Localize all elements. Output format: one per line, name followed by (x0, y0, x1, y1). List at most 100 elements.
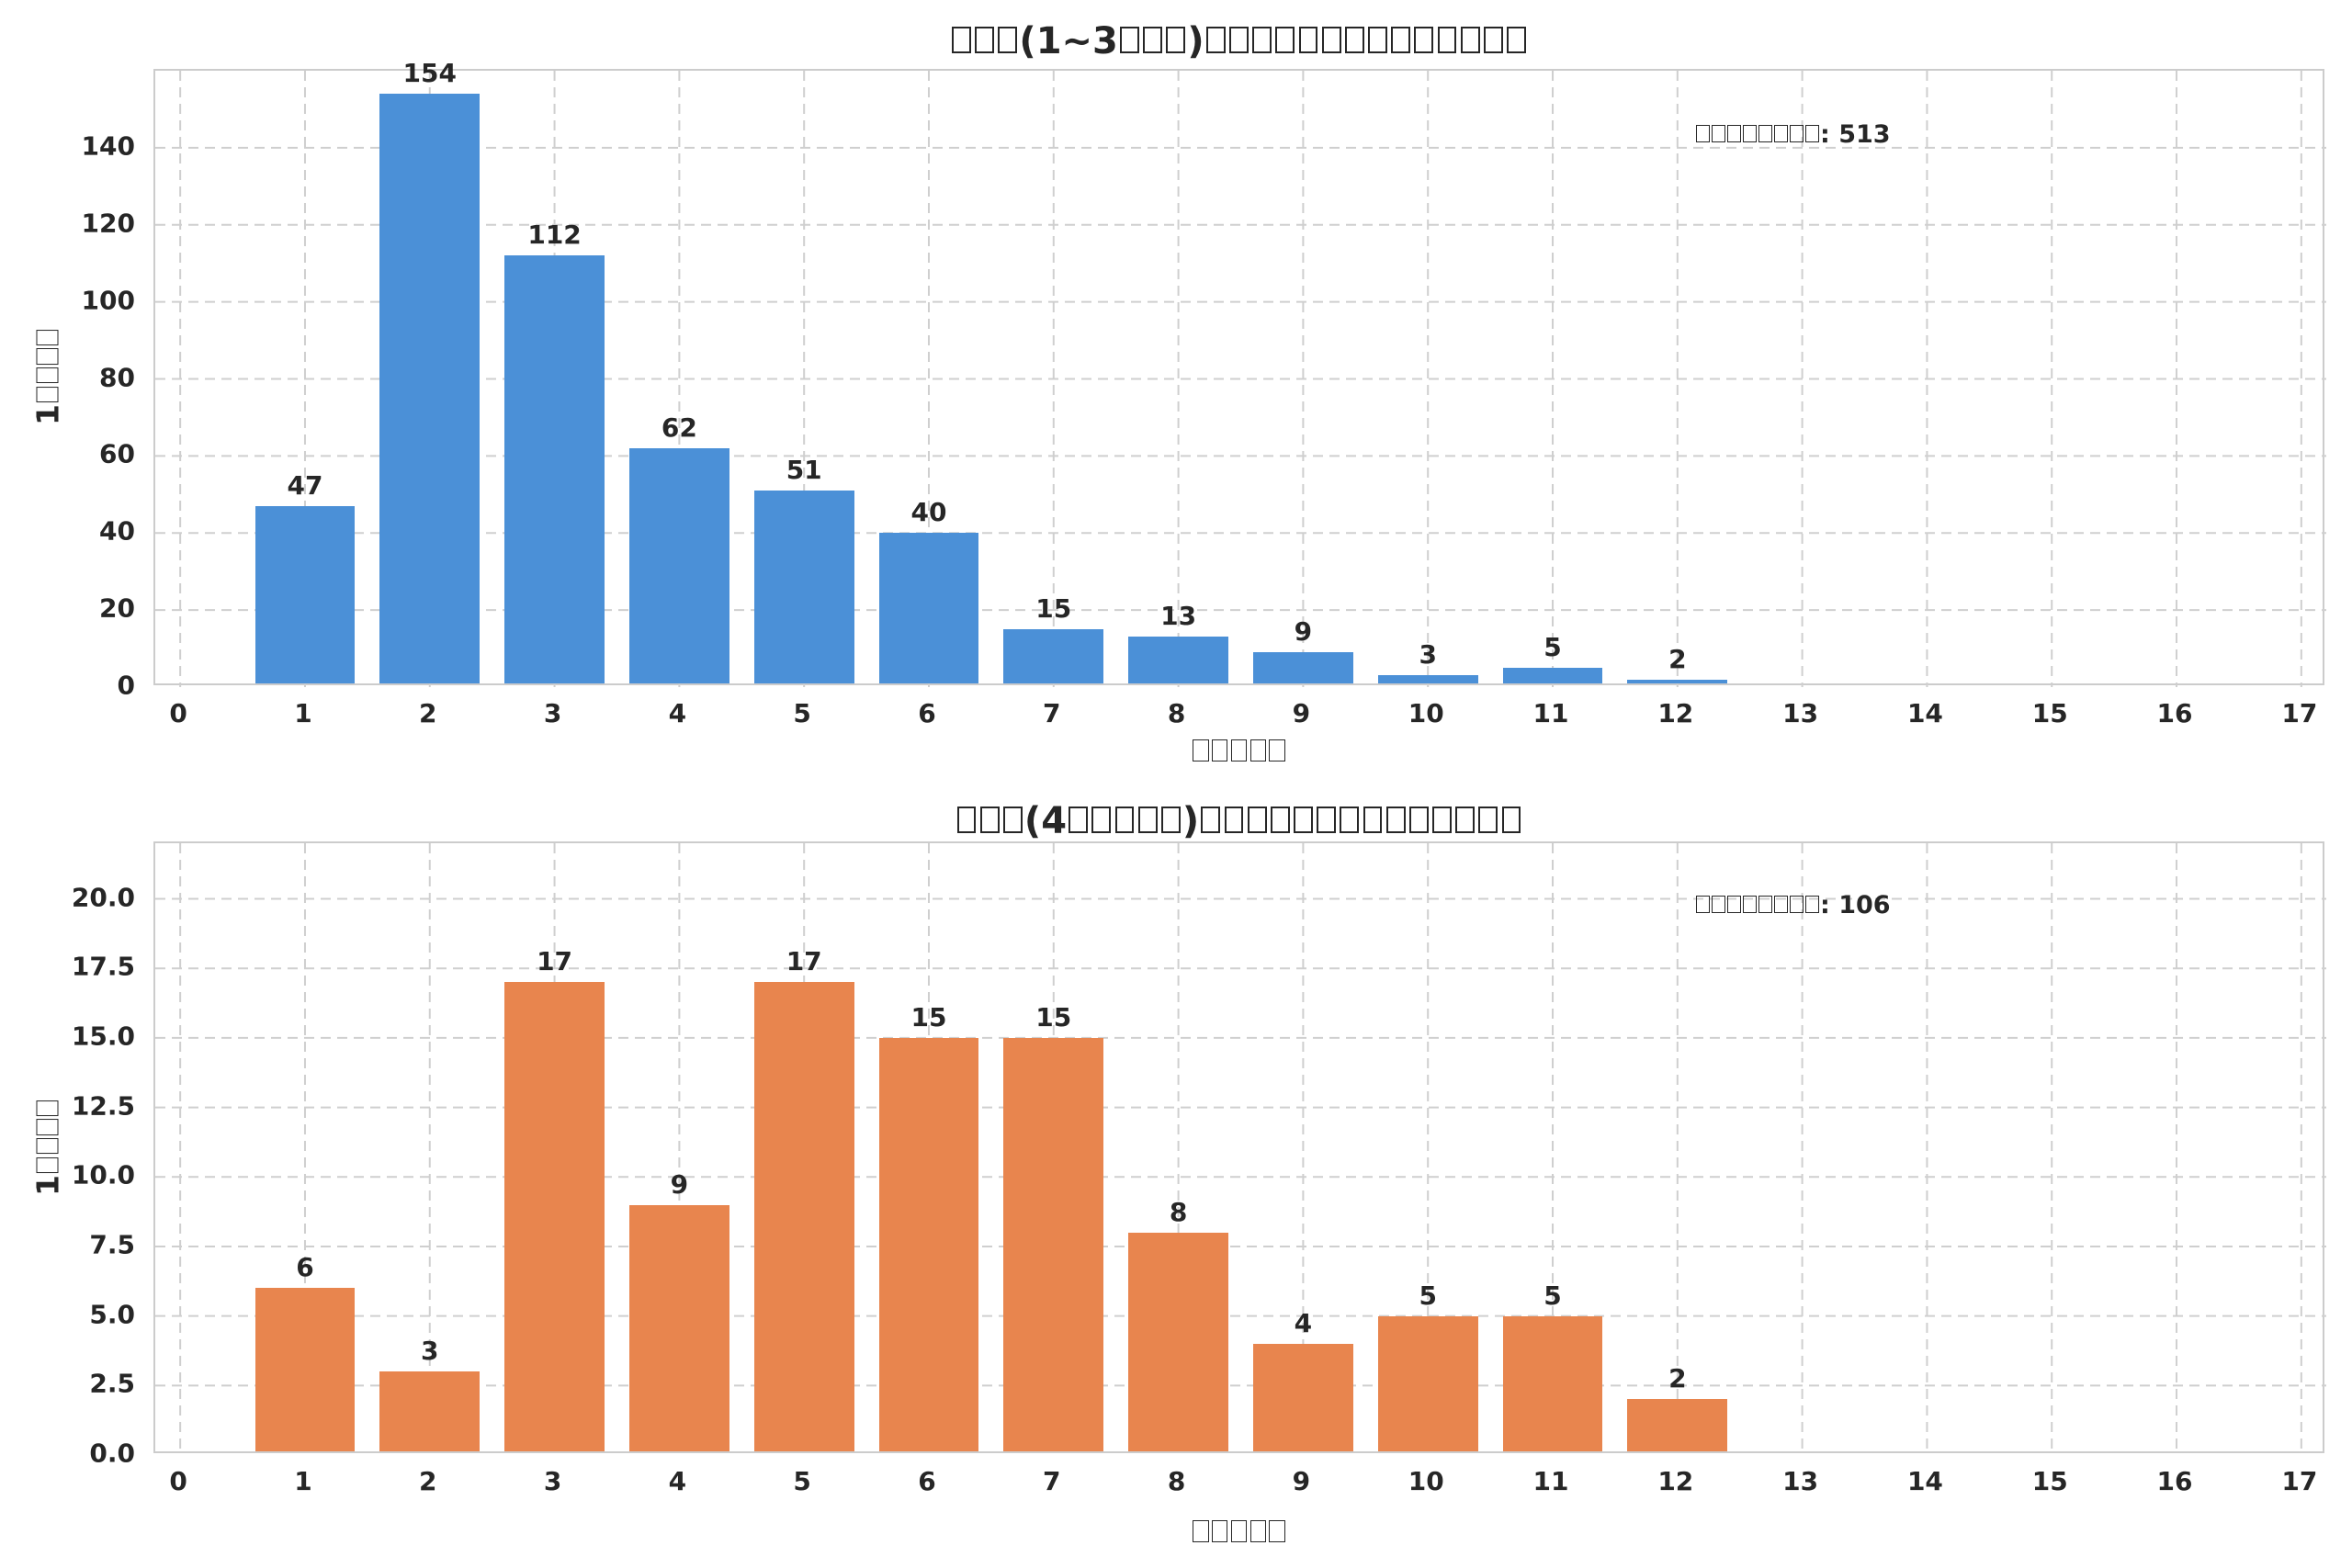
bar (504, 982, 605, 1451)
x-tick-label: 6 (918, 698, 936, 728)
bar-value-label: 15 (1035, 1001, 1072, 1032)
tofu-glyph (1201, 807, 1221, 833)
tofu-glyph (1269, 739, 1285, 761)
bar (1627, 1399, 1728, 1451)
tofu-glyph (1270, 807, 1290, 833)
x-tick-label: 17 (2281, 698, 2318, 728)
bar-value-label: 8 (1169, 1196, 1188, 1227)
bar-value-label: 40 (910, 497, 947, 528)
y-tick-label: 80 (99, 362, 135, 392)
x-tick-label: 8 (1167, 1466, 1186, 1496)
x-tick-label: 9 (1292, 698, 1311, 728)
bar-value-label: 15 (910, 1001, 947, 1032)
tofu-glyph (1247, 807, 1267, 833)
y-tick-label: 12.5 (71, 1090, 135, 1122)
bar (379, 94, 481, 683)
tofu-glyph (1294, 807, 1313, 833)
x-tick-label: 7 (1043, 1466, 1061, 1496)
bar-value-label: 17 (537, 946, 573, 977)
bar (379, 1371, 481, 1451)
total-count-annotation: : 106 (1695, 891, 1891, 919)
x-tick-label: 14 (1906, 698, 1943, 728)
chart-title: (1~3) (153, 20, 2324, 62)
tofu-glyph (1229, 27, 1249, 53)
bar-value-label: 6 (296, 1252, 314, 1283)
tofu-glyph (979, 807, 1000, 833)
bar (1003, 1037, 1104, 1451)
x-tick-label: 16 (2156, 1466, 2193, 1496)
tofu-glyph (1120, 27, 1139, 53)
bar (504, 255, 605, 683)
bar (1253, 1343, 1353, 1451)
tofu-glyph (1805, 124, 1819, 142)
tofu-glyph (1344, 27, 1364, 53)
tofu-glyph (36, 1138, 59, 1155)
y-tick-label: 120 (81, 208, 135, 239)
tofu-glyph (1252, 27, 1272, 53)
x-tick-label: 12 (1657, 1466, 1694, 1496)
tofu-glyph (1774, 895, 1788, 913)
bar-value-label: 17 (786, 946, 822, 977)
tofu-glyph (1460, 27, 1480, 53)
tofu-glyph (1212, 739, 1228, 761)
tofu-glyph (998, 27, 1018, 53)
tofu-glyph (1002, 807, 1023, 833)
tofu-glyph (36, 329, 59, 345)
y-tick-label: 140 (81, 130, 135, 162)
tofu-glyph (1230, 739, 1248, 761)
tofu-glyph (1368, 27, 1387, 53)
tofu-glyph (1790, 124, 1804, 142)
bar-value-label: 47 (287, 469, 323, 501)
tofu-glyph (1727, 895, 1741, 913)
tofu-glyph (1743, 895, 1757, 913)
tofu-glyph (1340, 807, 1360, 833)
x-tick-label: 10 (1408, 698, 1444, 728)
tofu-glyph (1696, 895, 1710, 913)
bar (878, 533, 979, 683)
x-tick-label: 3 (543, 698, 562, 728)
bar-value-label: 5 (1544, 1280, 1562, 1311)
tofu-glyph (1363, 807, 1383, 833)
x-tick-label: 5 (793, 698, 811, 728)
gridlines (155, 71, 2326, 687)
y-tick-label: 60 (99, 438, 135, 469)
bar (1128, 637, 1228, 683)
tofu-glyph (1212, 1520, 1228, 1542)
bar (1003, 629, 1104, 683)
bar-value-label: 2 (1668, 643, 1687, 674)
tofu-glyph (1317, 807, 1337, 833)
x-tick-label: 10 (1408, 1466, 1444, 1496)
tofu-glyph (36, 1119, 59, 1135)
x-tick-label: 1 (294, 1466, 312, 1496)
y-tick-label: 17.5 (71, 951, 135, 982)
bar-value-label: 51 (786, 455, 822, 486)
x-tick-label: 17 (2281, 1466, 2318, 1496)
bar-value-label: 5 (1419, 1280, 1437, 1311)
x-tick-label: 7 (1043, 698, 1061, 728)
bar (1502, 1315, 1603, 1451)
x-tick-label: 3 (543, 1466, 562, 1496)
y-tick-label: 100 (81, 285, 135, 316)
bar (878, 1037, 979, 1451)
tofu-glyph (1166, 27, 1186, 53)
x-tick-label: 0 (169, 1466, 187, 1496)
tofu-glyph (1224, 807, 1244, 833)
tofu-glyph (956, 807, 977, 833)
x-tick-label: 16 (2156, 698, 2193, 728)
bar-value-label: 3 (1419, 639, 1437, 671)
plot-area: 6 3 17 9 17 15 15 8 4 5 5 2 (153, 841, 2326, 1455)
tofu-glyph (1790, 895, 1804, 913)
x-tick-label: 8 (1167, 698, 1186, 728)
tofu-glyph (1385, 807, 1406, 833)
y-tick-label: 20 (99, 592, 135, 624)
bar (753, 491, 854, 683)
x-tick-label: 6 (918, 1466, 936, 1496)
tofu-glyph (1774, 124, 1788, 142)
y-tick-label: 7.5 (89, 1229, 135, 1260)
bar-value-label: 112 (527, 220, 582, 251)
bar-value-label: 4 (1294, 1307, 1313, 1338)
bar (1377, 1315, 1478, 1451)
